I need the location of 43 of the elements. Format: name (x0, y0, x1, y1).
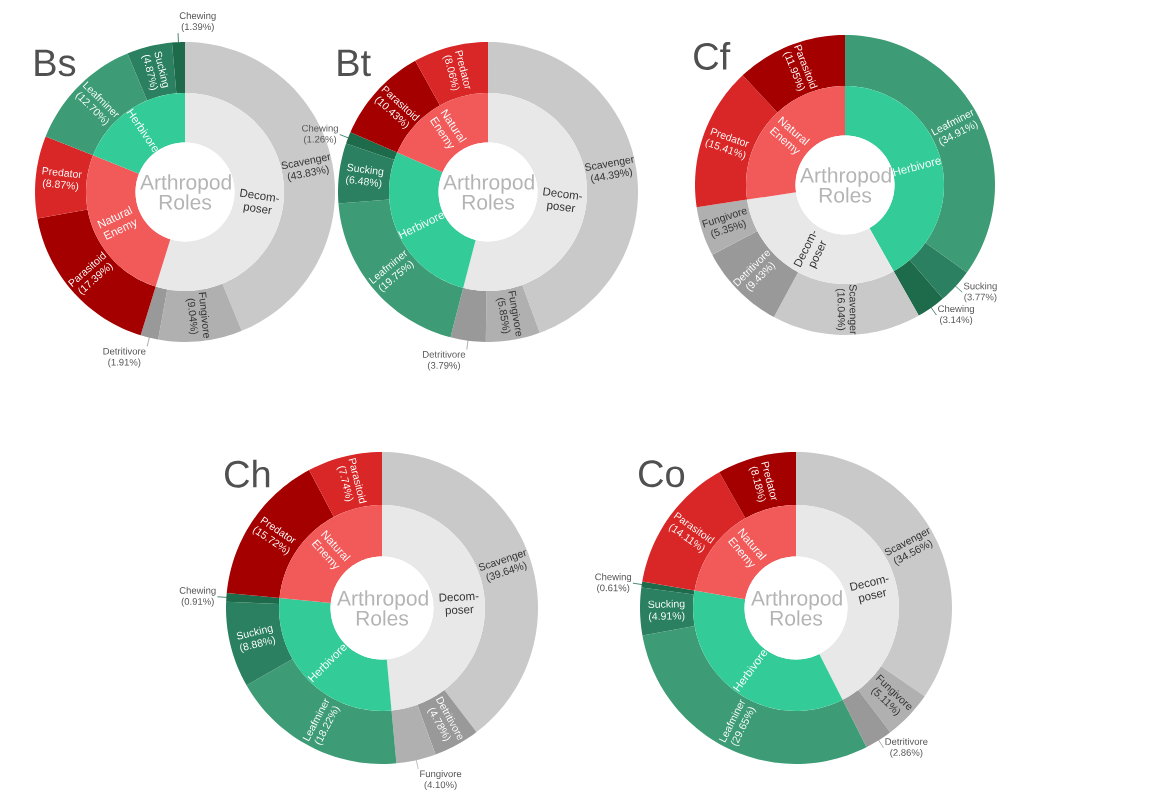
slice-label: Chewing (179, 586, 216, 596)
slice-label: Predator (42, 167, 82, 179)
text: Arthropod Roles (337, 590, 428, 626)
data-label: (3.79%) (427, 361, 460, 371)
chart-title: Co (639, 460, 685, 488)
data-label: (3.14%) (940, 316, 973, 325)
data-label: (4.91%) (648, 611, 685, 623)
data-label: (1.39%) (181, 23, 214, 32)
slice-label: Chewing (179, 12, 216, 21)
slice-label: Sucking (963, 282, 997, 292)
data-label: (9.04%) (185, 298, 199, 335)
slice-label: Detritivore (885, 737, 928, 745)
slice-label: Decom- poser (543, 187, 583, 213)
slice-label: Chewing (302, 124, 338, 134)
chart-title: Ch (225, 459, 270, 488)
data-label: (4.10%) (424, 781, 457, 790)
data-label: (2.86%) (890, 748, 923, 758)
text: Arthropod Roles (443, 174, 534, 210)
slice-label: Chewing (595, 573, 632, 583)
data-label: (3.77%) (964, 293, 997, 303)
data-label: (0.61%) (597, 584, 630, 594)
chart-title: Cf (694, 42, 731, 70)
text: Arthropod Roles (751, 590, 842, 626)
slice-label: Detritivore (423, 350, 466, 358)
text: Bs (35, 49, 76, 77)
slice-label: Chewing (938, 305, 974, 315)
slice-label: Decom- poser (849, 577, 889, 605)
chart-title: Bt (338, 49, 371, 77)
data-label: (1.91%) (108, 358, 141, 368)
data-label: (8.87%) (42, 178, 79, 192)
text: Arthropod Roles (140, 174, 231, 210)
slice-label: Herbivore (892, 158, 941, 177)
slice-label: Fungivore (420, 770, 462, 780)
slice-label: Detritivore (103, 347, 146, 355)
slice-label: Decom- poser (240, 188, 279, 215)
slice-label: Sucking (648, 599, 685, 610)
data-label: (0.91%) (181, 597, 214, 607)
slice-label: Scavenger (847, 284, 857, 335)
slice-label: Fungivore (198, 292, 209, 338)
slice-label: Decom- poser (439, 593, 479, 617)
data-label: (1.26%) (304, 135, 337, 145)
text: Arthropod Roles (800, 167, 891, 203)
data-label: (16.04%) (835, 288, 846, 331)
